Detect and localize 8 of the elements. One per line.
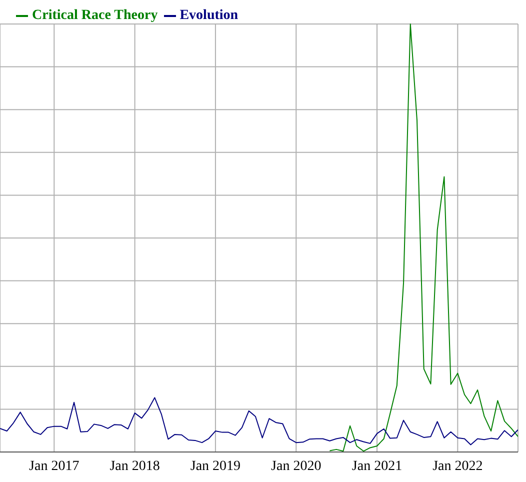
- legend-label: Evolution: [178, 8, 238, 24]
- x-tick-label: Jan 2022: [432, 458, 483, 474]
- x-tick-label: Jan 2020: [271, 458, 322, 474]
- x-tick-label: Jan 2018: [110, 458, 160, 474]
- x-tick-label: Jan 2021: [352, 458, 402, 474]
- x-tick-label: Jan 2019: [190, 458, 241, 474]
- x-tick-label: Jan 2017: [29, 458, 80, 474]
- legend-label: Critical Race Theory: [31, 8, 158, 24]
